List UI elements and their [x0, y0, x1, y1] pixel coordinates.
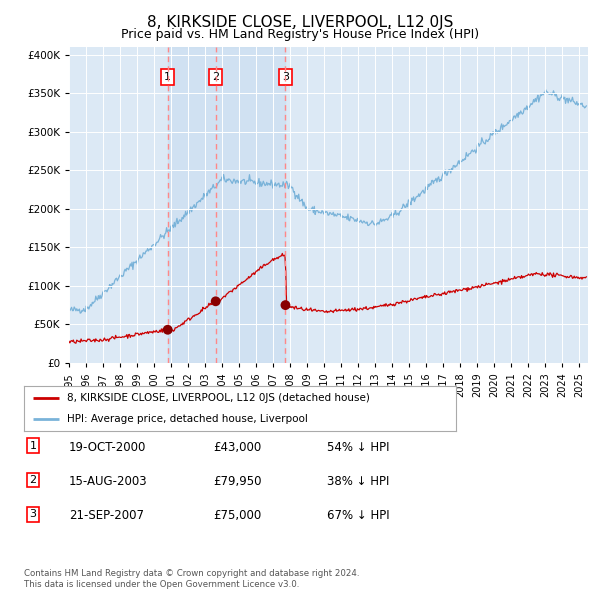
Text: Price paid vs. HM Land Registry's House Price Index (HPI): Price paid vs. HM Land Registry's House …	[121, 28, 479, 41]
Text: 19-OCT-2000: 19-OCT-2000	[69, 441, 146, 454]
Text: 21-SEP-2007: 21-SEP-2007	[69, 509, 144, 522]
Text: 2: 2	[29, 475, 37, 485]
Text: 3: 3	[29, 509, 37, 519]
Point	[163, 325, 172, 335]
Point	[211, 297, 220, 306]
Text: 1: 1	[164, 72, 171, 82]
Text: £43,000: £43,000	[213, 441, 261, 454]
Point	[281, 300, 290, 310]
Text: £79,950: £79,950	[213, 475, 262, 488]
Text: Contains HM Land Registry data © Crown copyright and database right 2024.
This d: Contains HM Land Registry data © Crown c…	[24, 569, 359, 589]
Text: £75,000: £75,000	[213, 509, 261, 522]
Text: 2: 2	[212, 72, 219, 82]
Text: 1: 1	[29, 441, 37, 451]
Text: 67% ↓ HPI: 67% ↓ HPI	[327, 509, 389, 522]
Text: HPI: Average price, detached house, Liverpool: HPI: Average price, detached house, Live…	[67, 414, 308, 424]
Text: 8, KIRKSIDE CLOSE, LIVERPOOL, L12 0JS (detached house): 8, KIRKSIDE CLOSE, LIVERPOOL, L12 0JS (d…	[67, 393, 370, 403]
Text: 54% ↓ HPI: 54% ↓ HPI	[327, 441, 389, 454]
Text: 38% ↓ HPI: 38% ↓ HPI	[327, 475, 389, 488]
Text: 15-AUG-2003: 15-AUG-2003	[69, 475, 148, 488]
Bar	[167, 47, 286, 363]
Text: 8, KIRKSIDE CLOSE, LIVERPOOL, L12 0JS: 8, KIRKSIDE CLOSE, LIVERPOOL, L12 0JS	[147, 15, 453, 30]
Text: 3: 3	[282, 72, 289, 82]
